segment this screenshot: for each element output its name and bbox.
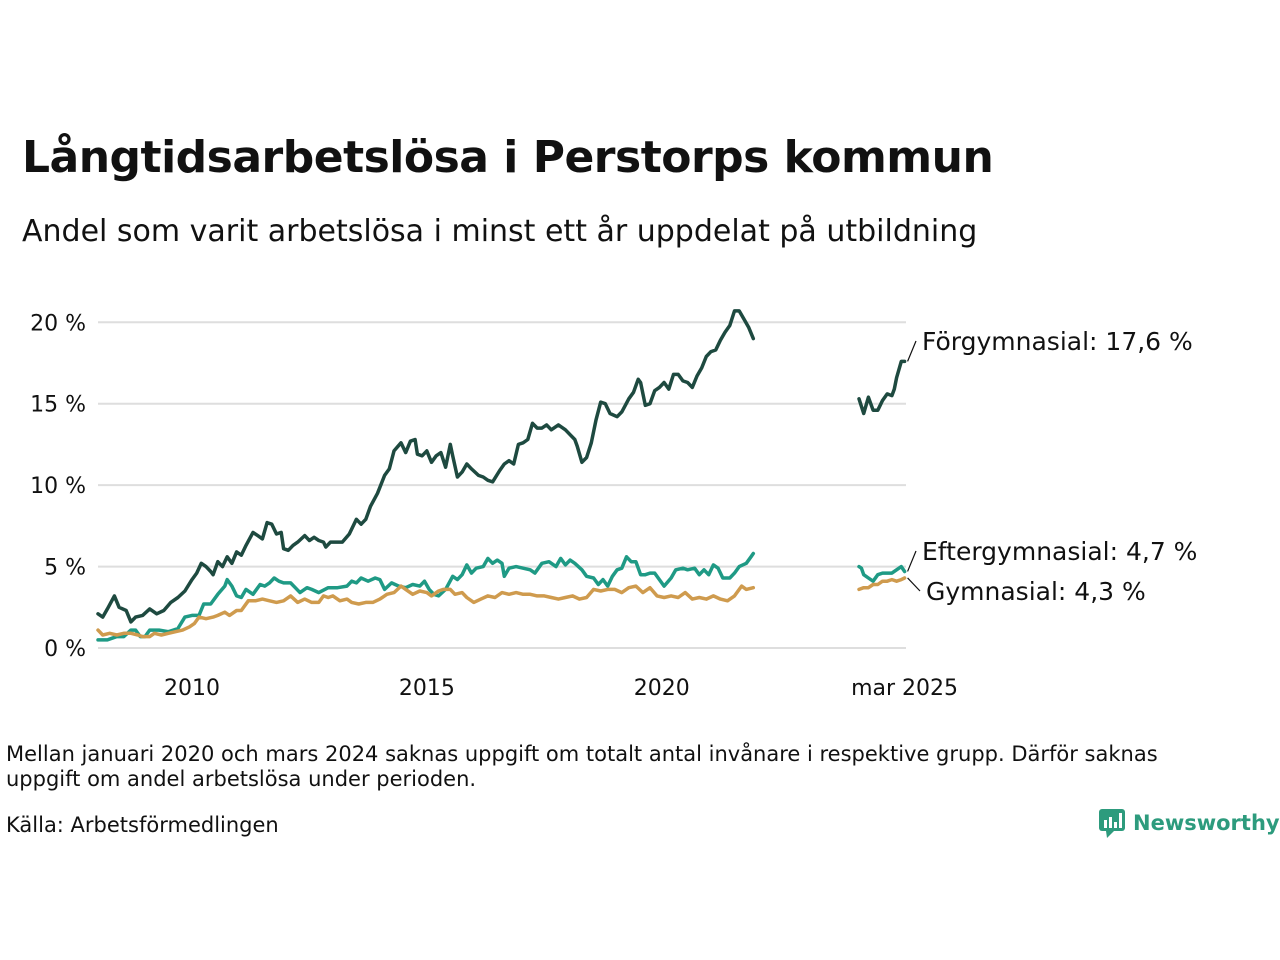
series-line-gymnasial (96, 584, 756, 639)
newsworthy-logo-text: Newsworthy (1133, 811, 1280, 835)
y-tick-label: 20 % (30, 311, 86, 336)
y-tick-label: 5 % (44, 556, 86, 581)
series-line-eftergymnasial (857, 564, 907, 583)
x-tick-label: mar 2025 (851, 676, 958, 701)
end-labels: Förgymnasial: 17,6 % Eftergymnasial: 4,7 … (907, 327, 1197, 606)
x-tick-label: 2020 (634, 676, 690, 701)
label-connector (907, 550, 917, 572)
line-chart: 0 %5 %10 %15 %20 % 2010 2015 2020 mar 2025 … (30, 309, 1197, 701)
y-tick-label: 10 % (30, 474, 86, 499)
chart-title: Långtidsarbetslösa i Perstorps kommun (22, 132, 994, 183)
x-axis-ticks: 2010 2015 2020 mar 2025 (164, 676, 958, 701)
label-connector (907, 577, 921, 592)
newsworthy-logo: Newsworthy (1098, 808, 1280, 838)
x-tick-label: 2010 (164, 676, 220, 701)
footnote: Mellan januari 2020 och mars 2024 saknas… (6, 742, 1158, 791)
end-label-förgymnasial: Förgymnasial: 17,6 % (922, 327, 1193, 356)
newsworthy-logo-icon (1099, 809, 1125, 838)
series-line-förgymnasial (857, 359, 907, 416)
series-line-eftergymnasial (96, 551, 756, 642)
source-text: Källa: Arbetsförmedlingen (6, 813, 279, 837)
end-label-eftergymnasial: Eftergymnasial: 4,7 % (922, 537, 1197, 566)
gridlines (98, 321, 906, 649)
series-line-förgymnasial (96, 309, 756, 624)
chart-subtitle: Andel som varit arbetslösa i minst ett å… (22, 214, 978, 249)
x-tick-label: 2015 (399, 676, 455, 701)
y-tick-label: 15 % (30, 393, 86, 418)
series-line-gymnasial (857, 576, 907, 592)
label-connector (907, 340, 917, 362)
series-lines (96, 309, 907, 642)
y-axis-ticks: 0 % 5 % 10 % 15 % 20 % (30, 311, 86, 662)
y-tick-label: 0 % (44, 637, 86, 662)
end-label-gymnasial: Gymnasial: 4,3 % (926, 577, 1146, 606)
